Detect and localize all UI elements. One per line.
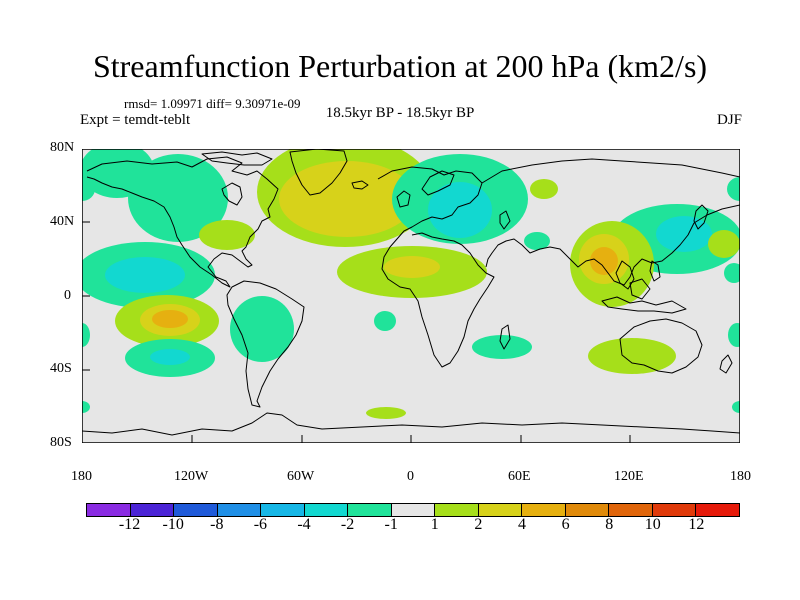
coastline-asia [481,158,741,286]
colorbar-label: -10 [162,516,184,533]
lat-tick-label-40n: 40N [50,214,75,229]
coastline-japan [693,204,709,230]
contour-central-pacific-low [724,263,744,283]
coastline-south-america [226,280,305,408]
colorbar-label: 8 [605,516,614,533]
colorbar-swatch-10 [522,504,566,516]
colorbar-swatch-5 [304,504,349,516]
colorbar-label: 1 [430,516,439,533]
coastline-europe-africa [377,166,495,368]
lon-tick-label-120e: 120E [614,469,644,484]
colorbar-label: 4 [518,516,526,533]
contour-siberia-high [530,179,558,199]
colorbar-swatch-8 [435,504,479,516]
period-label: 18.5kyr BP - 18.5kyr BP [325,105,475,121]
colorbar [86,503,740,517]
coastlines [81,148,741,436]
coastline-indonesia [601,296,687,314]
coastline-madagascar [499,324,511,350]
contour-australia-high [588,338,676,374]
lat-tick-label-40s: 40S [50,361,72,376]
contour-north-america-low [128,154,228,242]
colorbar-swatch-6 [348,504,392,516]
coastline-british-isles [396,190,411,208]
colorbar-swatch-0 [87,504,131,516]
contour-east-pacific-low [105,257,185,293]
contour-iran-low [524,232,550,250]
colorbar-swatch-7 [391,504,436,516]
contour-east-asia-low [656,216,712,252]
colorbar-label: -4 [297,516,311,533]
rmsd-diff-stats: rmsd= 1.09971 diff= 9.30971e-09 [124,96,301,111]
lon-tick-label-0: 0 [407,469,414,484]
coastline-caspian [499,210,511,230]
coastline-philippines [649,260,661,282]
season-label: DJF [716,112,742,128]
colorbar-swatch-11 [565,504,610,516]
colorbar-swatch-9 [478,504,523,516]
coastline-scandinavia [421,170,455,196]
coastline-australia [619,318,703,374]
contour-southern-ocean-high [366,407,406,419]
colorbar-label: 12 [688,516,705,533]
colorbar-swatch-12 [609,504,653,516]
contour-south-atlantic-low [374,311,396,331]
colorbar-label: -2 [340,516,355,533]
contour-southeast-asia-high-core [590,247,618,275]
contour-africa-arabia-high [384,256,440,278]
contour-southern-africa-low [472,335,532,359]
lon-tick-label-60w: 60W [287,469,315,484]
colorbar-label: -6 [253,516,268,533]
lat-tick-label-eq: 0 [64,288,71,303]
colorbar-label: 6 [561,516,570,533]
plot-title: Streamfunction Perturbation at 200 hPa (… [92,48,708,84]
lon-tick-label-180e: 180 [730,469,751,484]
colorbar-swatch-3 [217,504,262,516]
lat-tick-label-80s: 80S [50,435,72,450]
colorbar-label: -8 [210,516,224,533]
coastline-greenland [289,148,348,196]
contour-us-atlantic-high [199,220,255,250]
coastline-iceland [351,180,369,190]
lat-tick-label-80n: 80N [50,140,75,155]
colorbar-label: 2 [474,516,483,533]
lon-tick-label-120w: 120W [174,469,209,484]
colorbar-swatch-13 [652,504,697,516]
colorbar-swatch-1 [130,504,175,516]
colorbar-label: 10 [644,516,661,533]
contour-greenland-high [279,161,415,237]
colorbar-swatch-2 [174,504,218,516]
map-svg [69,137,753,444]
coastline-borneo [629,278,651,300]
colorbar-swatch-14 [696,504,739,516]
coastline-new-zealand [719,354,733,374]
contour-south-pacific-low [150,349,190,365]
coastline-indochina [615,260,635,290]
contour-europe-low [428,182,492,238]
experiment-label: Expt = temdt-teblt [80,112,191,128]
coastline-arctic-islands [201,151,273,166]
coastline-hudson-bay [221,182,243,206]
map-panel [69,137,753,444]
lon-tick-label-180w: 180 [71,469,92,484]
contour-south-pacific-high-core [152,310,188,328]
coastline-antarctica [81,412,741,436]
colorbar-label: -12 [118,516,141,533]
lon-tick-label-60e: 60E [508,469,531,484]
colorbar-label: -1 [384,516,398,533]
colorbar-swatch-4 [261,504,305,516]
contour-dateline-high [708,230,740,258]
